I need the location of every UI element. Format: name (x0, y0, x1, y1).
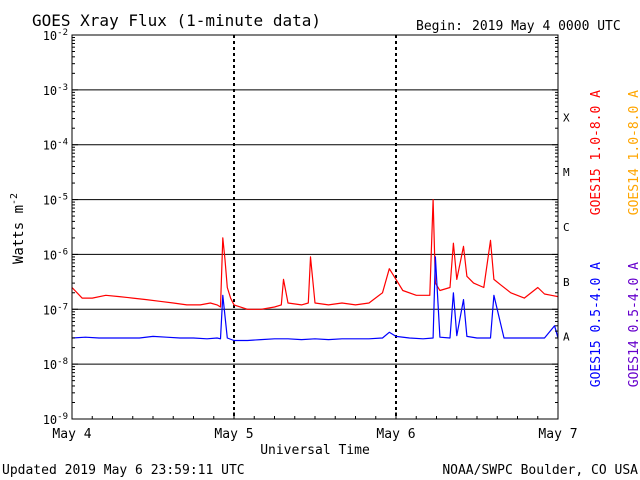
x-axis-label: Universal Time (260, 443, 370, 458)
legend-entry: GOES14 0.5-4.0 A (627, 262, 640, 387)
grid (72, 35, 558, 419)
chart-title: GOES Xray Flux (1-minute data) (32, 11, 321, 30)
x-tick-label: May 6 (376, 427, 415, 442)
y-tick-label: 10-5 (43, 193, 68, 208)
credit-text: NOAA/SWPC Boulder, CO USA (442, 463, 638, 478)
updated-timestamp: Updated 2019 May 6 23:59:11 UTC (2, 463, 245, 478)
series-line (71, 199, 559, 310)
begin-value: 2019 May 4 0000 UTC (472, 19, 621, 34)
y-tick-label: 10-8 (43, 357, 68, 372)
flare-class-label: M (563, 166, 570, 179)
x-tick-label: May 5 (214, 427, 253, 442)
x-axis: May 4 May 5 May 6 May 7 (52, 412, 578, 442)
legend-entry: GOES15 1.0-8.0 A (589, 90, 604, 215)
y-tick-label: 10-2 (43, 28, 68, 43)
legend-entry: GOES15 0.5-4.0 A (589, 262, 604, 387)
x-tick-label: May 4 (52, 427, 91, 442)
flare-class-label: C (563, 221, 570, 234)
series-group (71, 199, 559, 342)
x-tick-label: May 7 (538, 427, 577, 442)
series-line (71, 256, 559, 342)
flare-class-label: B (563, 276, 570, 289)
flare-class-label: X (563, 111, 570, 124)
y-axis: 10-2 10-3 10-4 10-5 10-6 10-7 10-8 10-9 (43, 28, 558, 427)
y-tick-label: 10-4 (43, 138, 68, 153)
y-tick-label: 10-9 (43, 412, 68, 427)
begin-label: Begin: (416, 19, 463, 34)
y-tick-label: 10-6 (43, 247, 68, 262)
y-tick-label: 10-7 (43, 302, 68, 317)
flare-class-label: A (563, 331, 570, 344)
legend: GOES15 1.0-8.0 A GOES14 1.0-8.0 A GOES15 0… (589, 90, 640, 387)
plot-frame (71, 34, 559, 420)
flare-class-labels: X M C B A (563, 111, 570, 343)
legend-entry: GOES14 1.0-8.0 A (627, 90, 640, 215)
y-tick-label: 10-3 (43, 83, 68, 98)
y-axis-label: Watts m-2 (9, 193, 27, 264)
